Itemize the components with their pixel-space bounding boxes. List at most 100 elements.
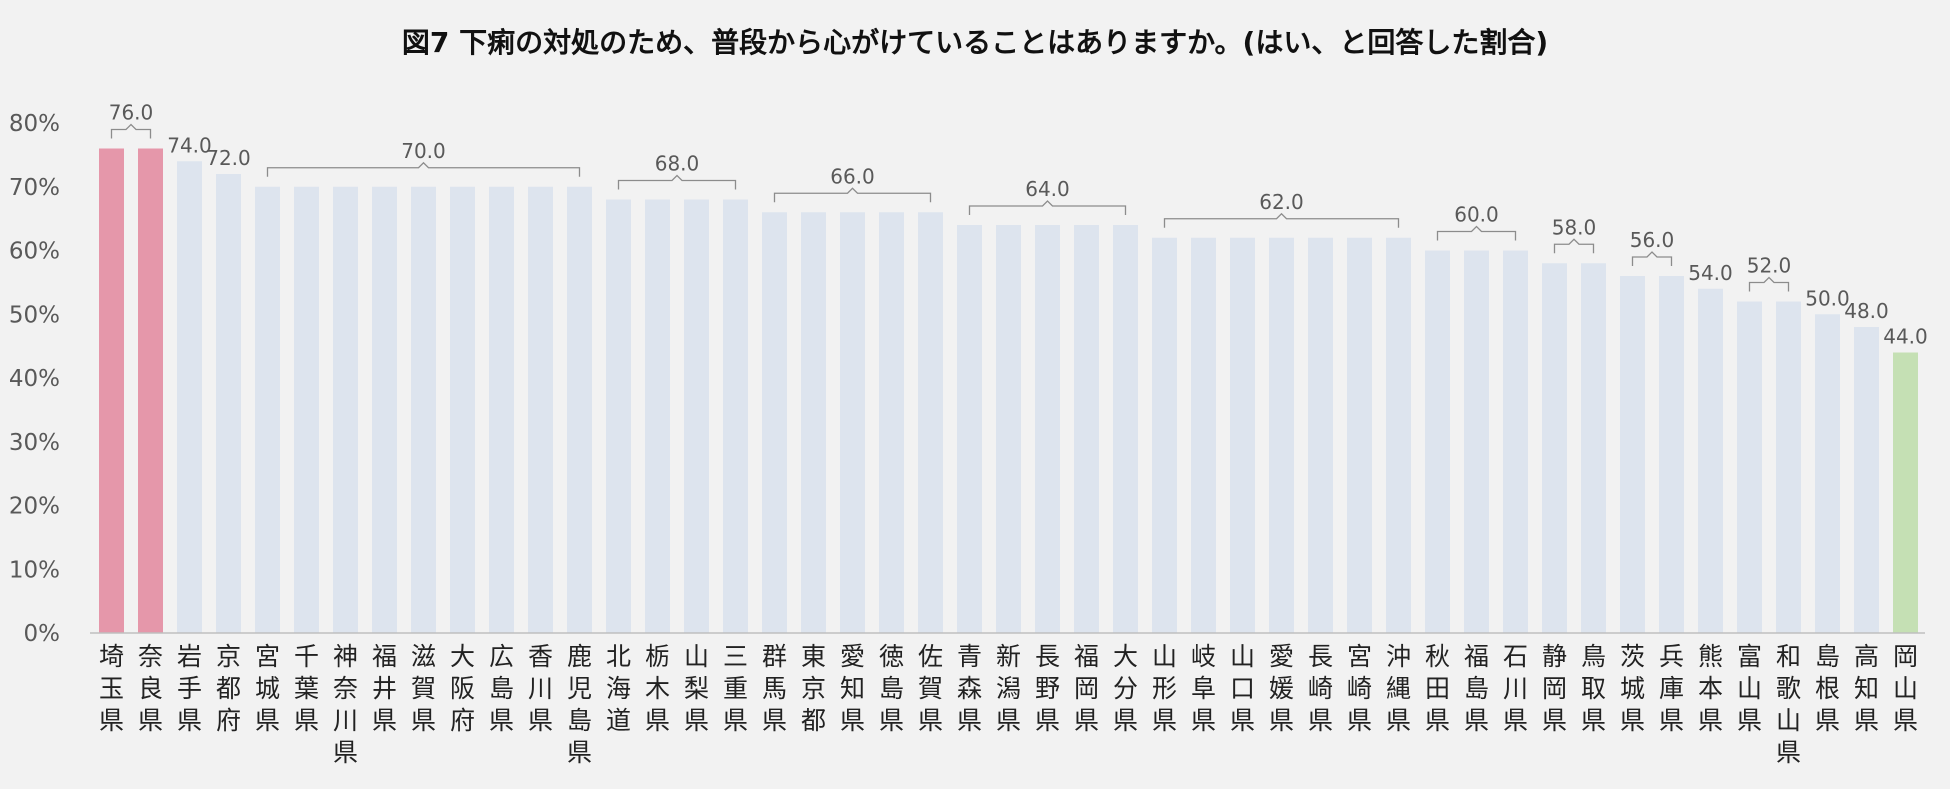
x-tick-label: 兵庫県 (1659, 642, 1684, 735)
bar (1191, 237, 1216, 633)
x-tick-label: 岡山県 (1893, 642, 1918, 735)
x-tick-label: 高知県 (1854, 642, 1879, 735)
x-tick-label: 香川県 (528, 642, 553, 735)
bar (255, 186, 280, 633)
annotation-bracket (1748, 276, 1790, 292)
bar (840, 212, 865, 633)
y-tick-label: 10% (9, 557, 60, 583)
x-tick-label: 神奈川県 (333, 642, 358, 767)
x-tick-label: 徳島県 (879, 642, 904, 735)
x-tick-label: 山口県 (1230, 642, 1255, 735)
data-label: 50.0 (1805, 286, 1850, 310)
bar (1347, 237, 1372, 633)
x-tick-label: 福島県 (1464, 642, 1489, 735)
bar (411, 186, 436, 633)
x-tick-label: 滋賀県 (411, 642, 436, 735)
bar (1659, 276, 1684, 633)
x-tick-label: 愛知県 (840, 642, 865, 735)
bar (1464, 250, 1489, 633)
bar (1269, 237, 1294, 633)
y-tick-label: 0% (24, 621, 61, 647)
annotation-bracket (968, 200, 1127, 215)
x-tick-label: 長崎県 (1308, 642, 1333, 735)
x-tick-label: 広島県 (489, 642, 514, 735)
bar (1308, 237, 1333, 633)
bar (528, 186, 553, 633)
data-label: 58.0 (1552, 215, 1597, 239)
bar (762, 212, 787, 633)
y-tick-label: 50% (9, 302, 60, 328)
bar (1581, 263, 1606, 633)
bar (1113, 225, 1138, 633)
y-tick-label: 20% (9, 494, 60, 520)
value-annotations: 76.0 74.072.0 70.0 68.0 66.0 64.0 62.0 60.0 58.0… (109, 101, 1928, 349)
x-tick-label: 長野県 (1035, 642, 1060, 735)
data-label: 54.0 (1688, 261, 1733, 285)
x-tick-label: 新潟県 (996, 642, 1021, 735)
x-tick-label: 群馬県 (762, 642, 787, 735)
bar (1815, 314, 1840, 633)
x-tick-label: 鳥取県 (1581, 642, 1606, 735)
x-tick-label: 和歌山県 (1776, 642, 1801, 767)
data-label: 48.0 (1844, 299, 1889, 323)
x-tick-label: 富山県 (1737, 642, 1762, 735)
x-axis: 埼玉県奈良県岩手県京都府宮城県千葉県神奈川県福井県滋賀県大阪府広島県香川県鹿児島… (90, 632, 1925, 767)
chart-title: 図7 下痢の対処のため、普段から心がけていることはありますか。(はい、と回答した… (402, 26, 1548, 59)
bar (684, 199, 709, 633)
x-tick-label: 宮崎県 (1347, 642, 1372, 735)
y-tick-label: 60% (9, 239, 60, 265)
x-tick-label: 岐阜県 (1191, 642, 1216, 735)
y-tick-label: 80% (9, 111, 60, 137)
bar (1074, 225, 1099, 633)
x-tick-label: 沖縄県 (1386, 642, 1411, 735)
bar (1698, 288, 1723, 633)
data-label: 56.0 (1630, 228, 1675, 252)
data-label: 66.0 (830, 164, 875, 188)
bar (645, 199, 670, 633)
bar (918, 212, 943, 633)
bar (1854, 327, 1879, 633)
x-tick-label: 北海道 (606, 642, 631, 735)
data-label: 70.0 (401, 139, 446, 163)
bar (372, 186, 397, 633)
bar (1035, 225, 1060, 633)
x-tick-label: 鹿児島県 (567, 642, 592, 767)
bar (606, 199, 631, 633)
x-tick-label: 福岡県 (1074, 642, 1099, 735)
data-label: 44.0 (1883, 325, 1928, 349)
data-label: 52.0 (1747, 254, 1792, 278)
bar (1152, 237, 1177, 633)
bar (177, 161, 202, 633)
x-tick-label: 岩手県 (177, 642, 202, 735)
x-tick-label: 佐賀県 (918, 642, 943, 735)
x-tick-label: 埼玉県 (99, 642, 124, 735)
bar (723, 199, 748, 633)
bar (1386, 237, 1411, 633)
x-tick-label: 奈良県 (138, 642, 163, 735)
bar (957, 225, 982, 633)
bar (801, 212, 826, 633)
x-tick-label: 山梨県 (684, 642, 709, 735)
bar (1425, 250, 1450, 633)
x-tick-label: 静岡県 (1542, 642, 1567, 735)
bar (1503, 250, 1528, 633)
annotation-bracket (266, 161, 581, 177)
annotation-bracket (617, 174, 737, 190)
x-tick-label: 山形県 (1152, 642, 1177, 735)
data-label: 60.0 (1454, 203, 1499, 227)
annotation-bracket (1163, 212, 1400, 228)
bar (1737, 301, 1762, 633)
x-tick-label: 千葉県 (294, 642, 319, 735)
x-tick-label: 大分県 (1113, 642, 1138, 735)
bar (216, 174, 241, 633)
x-tick-label: 石川県 (1503, 642, 1528, 735)
x-tick-label: 愛媛県 (1269, 642, 1294, 735)
y-tick-label: 40% (9, 366, 60, 392)
x-tick-label: 宮城県 (255, 642, 280, 735)
y-axis: 0% 10% 20% 30% 40% 50% 60% 70% 80% (9, 111, 60, 647)
bars (99, 148, 1918, 633)
bar (333, 186, 358, 633)
bar (1893, 352, 1918, 633)
